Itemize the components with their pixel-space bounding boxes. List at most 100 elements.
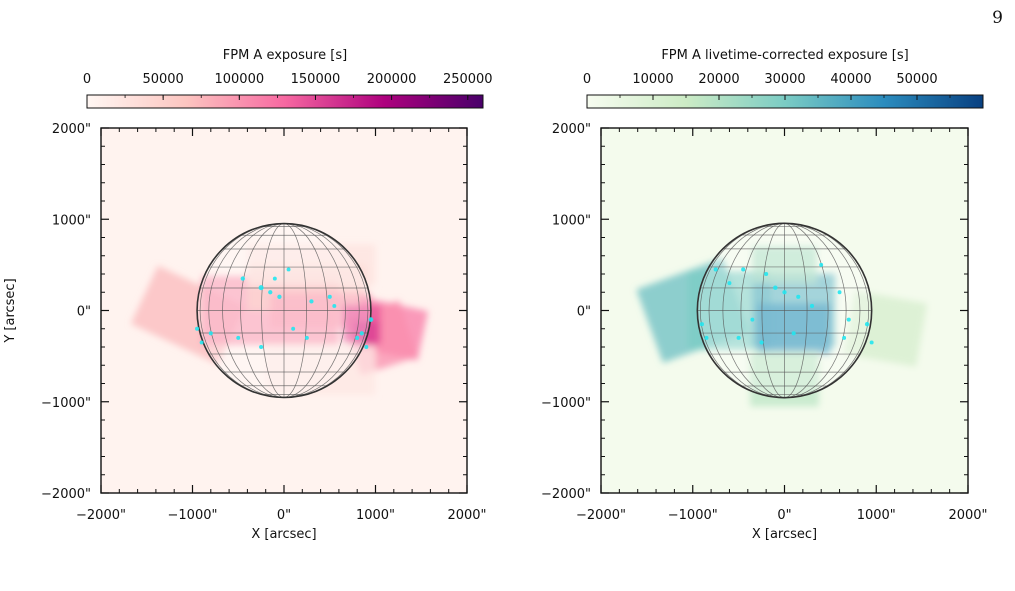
flare-marker [291, 326, 296, 331]
flare-marker [195, 326, 200, 331]
flare-marker [332, 303, 337, 308]
flare-marker [272, 276, 277, 281]
y-tick-label: 2000" [552, 122, 591, 137]
colorbar-tick-label: 30000 [764, 72, 805, 87]
solar-disk [196, 222, 372, 399]
exposure-map [601, 128, 968, 493]
flare-marker [869, 340, 874, 345]
flare-marker [359, 331, 364, 336]
flare-marker [842, 335, 847, 340]
exposure-map [101, 128, 467, 493]
axis-ticks [600, 127, 969, 494]
colorbar-tick-label: 200000 [367, 72, 417, 87]
page-number: 9 [992, 8, 1003, 28]
y-tick-label: 1000" [52, 213, 91, 228]
y-tick-label: 1000" [552, 213, 591, 228]
x-tick-label: 1000" [857, 508, 896, 523]
colorbar-tick-label: 100000 [214, 72, 264, 87]
flare-marker [750, 317, 755, 322]
colorbar-tick-label: 50000 [142, 72, 183, 87]
flare-marker [791, 331, 796, 336]
axis-ticks [100, 127, 468, 494]
colorbar-tick-label: 250000 [443, 72, 493, 87]
colorbar-tick-label: 20000 [698, 72, 739, 87]
colorbar-tick-label: 150000 [291, 72, 341, 87]
y-tick-label: 0" [577, 305, 591, 320]
y-tick-label: −2000" [541, 487, 591, 502]
flare-marker [759, 340, 764, 345]
flare-marker [773, 285, 778, 290]
longitude-line [208, 223, 285, 398]
flare-marker [704, 335, 709, 340]
longitude-line [283, 223, 360, 398]
colorbar: 0 50000 100000 150000 200000 250000 FPM A expo… [83, 48, 493, 109]
flare-marker [236, 335, 241, 340]
colorbar-tick-label: 10000 [632, 72, 673, 87]
flare-marker [368, 317, 374, 322]
flare-marker [782, 290, 787, 295]
flare-marker [819, 262, 824, 267]
x-tick-label: 1000" [356, 508, 395, 523]
flare-marker [258, 285, 264, 291]
flare-marker [764, 271, 769, 277]
colorbar-tick-label: 0 [83, 72, 91, 87]
flare-marker [240, 276, 245, 281]
solar-limb [196, 222, 372, 399]
x-tick-label: −2000" [576, 508, 626, 523]
longitude-line [708, 222, 785, 399]
longitude-line [722, 222, 785, 399]
flare-marker [796, 294, 801, 299]
longitude-line [240, 223, 285, 398]
x-axis-label: X [arcsec] [752, 527, 817, 542]
longitude-line [784, 222, 847, 399]
longitude-line [761, 222, 785, 399]
flare-markers [195, 267, 374, 350]
flare-marker [864, 322, 870, 327]
longitude-line [261, 223, 285, 398]
colorbar-tick-label: 0 [583, 72, 591, 87]
longitude-line [784, 222, 829, 399]
panel-2: −2000" −1000" 0" 1000" 2000" 2000" 1000" 0" −100… [541, 48, 988, 542]
pointing-patch [756, 303, 831, 354]
flare-marker [208, 331, 213, 336]
flare-marker [327, 294, 332, 299]
longitude-line [283, 223, 346, 398]
x-tick-label: 0" [277, 508, 291, 523]
x-tick-label: −1000" [168, 508, 218, 523]
flare-marker [304, 335, 309, 340]
x-tick-label: 2000" [948, 508, 987, 523]
colorbar-gradient [86, 94, 484, 109]
colorbar-label: FPM A exposure [s] [223, 48, 347, 63]
flare-marker [277, 294, 282, 299]
flare-marker [259, 344, 264, 350]
flare-marker [713, 267, 718, 272]
flare-marker [741, 267, 746, 272]
flare-marker [355, 335, 360, 341]
flare-marker [268, 290, 273, 295]
panel-1: −2000" −1000" 0" 1000" 2000" 2000" 1000" 0" −100… [3, 48, 493, 542]
x-tick-label: 0" [777, 508, 791, 523]
flare-marker [699, 322, 704, 327]
x-axis-label: X [arcsec] [251, 527, 316, 542]
colorbar-label: FPM A livetime-corrected exposure [s] [661, 48, 908, 63]
longitude-line [283, 223, 328, 398]
longitude-line [784, 222, 861, 399]
flare-marker [364, 345, 369, 349]
flare-marker [309, 299, 314, 304]
y-axis-label: Y [arcsec] [3, 278, 18, 343]
colorbar-tick-label: 40000 [830, 72, 871, 87]
y-tick-label: 0" [77, 305, 91, 320]
solar-disk [696, 222, 873, 399]
y-tick-label: −2000" [41, 487, 91, 502]
x-tick-label: −1000" [668, 508, 718, 523]
longitude-line [283, 223, 307, 398]
colorbar-tick-label: 50000 [896, 72, 937, 87]
longitude-line [784, 222, 808, 399]
flare-marker [286, 267, 291, 272]
flare-marker [199, 340, 204, 345]
pointing-patch [843, 290, 928, 367]
flare-marker [837, 290, 842, 295]
flare-markers [699, 262, 874, 345]
longitude-line [740, 222, 785, 399]
